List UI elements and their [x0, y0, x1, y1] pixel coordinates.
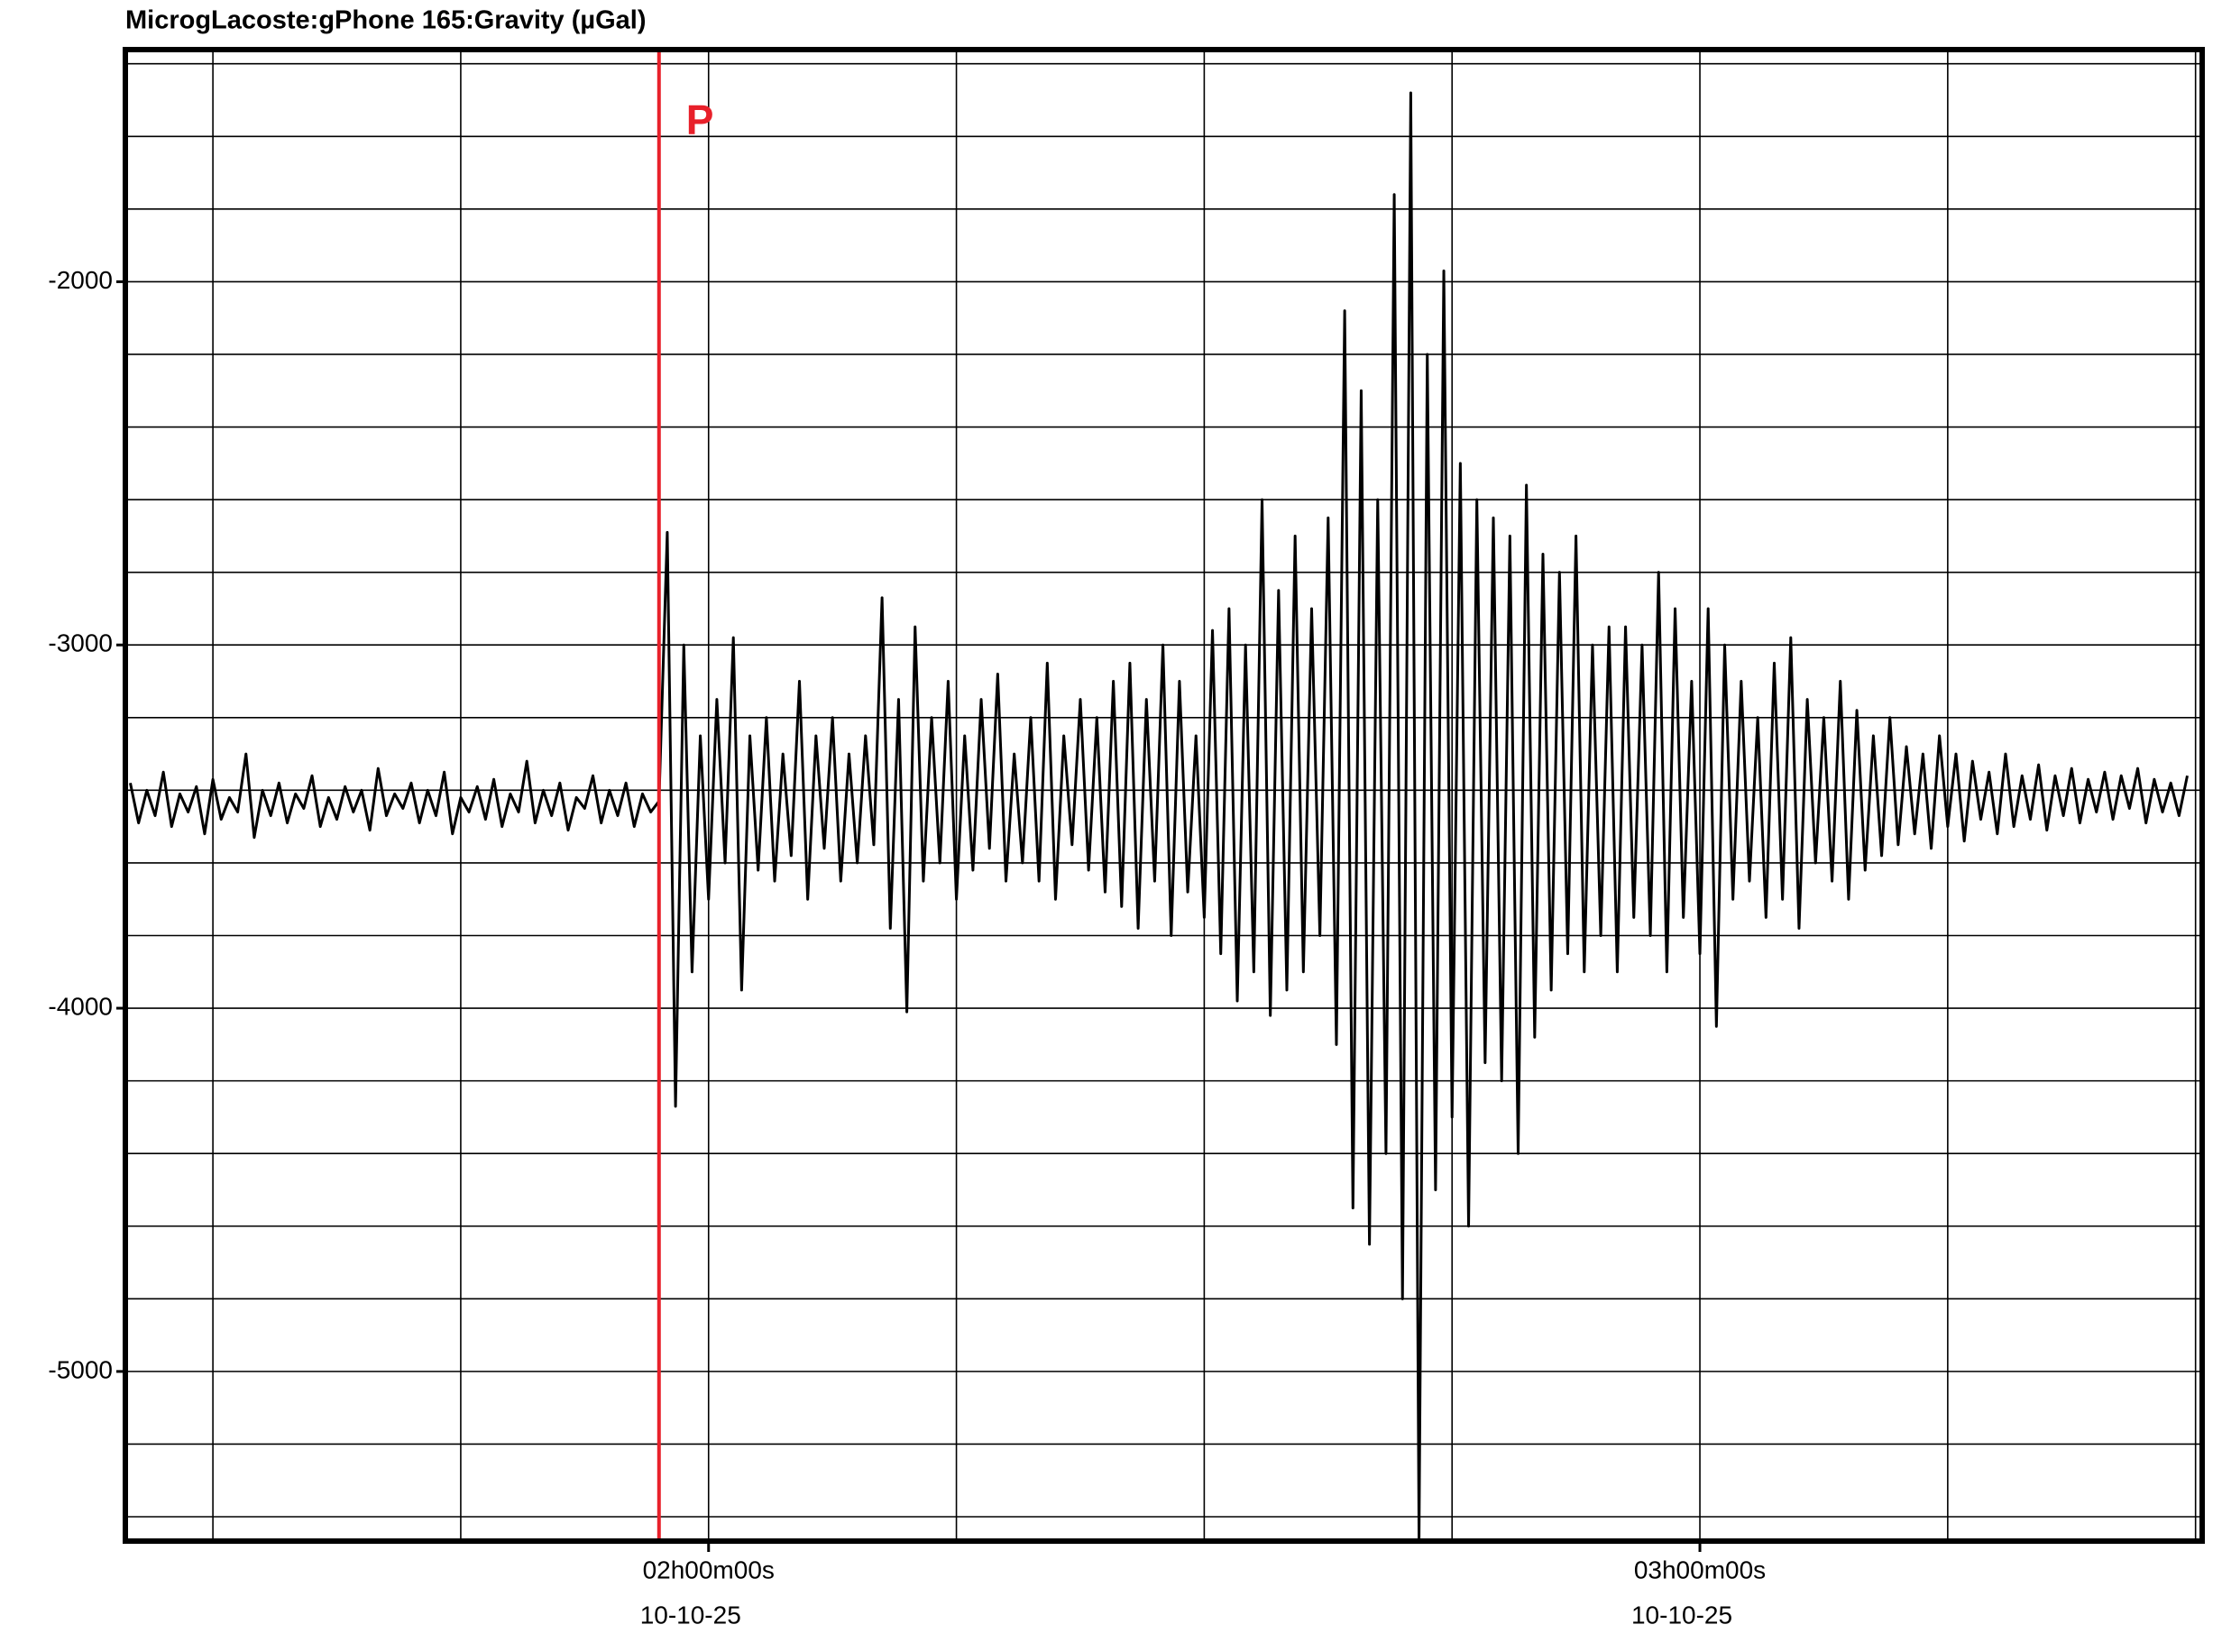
- x-tick-date: 10-10-25: [1631, 1601, 1732, 1629]
- y-tick-label: -3000: [48, 629, 113, 657]
- y-tick-label: -4000: [48, 992, 113, 1020]
- phase-label: P: [686, 96, 714, 143]
- y-tick-label: -5000: [48, 1355, 113, 1383]
- x-tick-date: 10-10-25: [640, 1601, 741, 1629]
- annotations: P: [656, 50, 714, 1541]
- x-tick-label: 03h00m00s: [1634, 1556, 1766, 1583]
- plot-area: [129, 91, 2189, 1540]
- grid: [125, 50, 2202, 1541]
- gravity-trace: [129, 91, 2189, 1540]
- plot-frame: [123, 47, 2205, 1544]
- chart-title: MicrogLacoste:gPhone 165:Gravity (µGal): [125, 6, 647, 35]
- y-tick-label: -2000: [48, 266, 113, 294]
- axes: -2000 -3000 -4000 -5000 02h00m00s 10-10-25 03h…: [48, 266, 1766, 1629]
- x-tick-label: 02h00m00s: [643, 1556, 775, 1583]
